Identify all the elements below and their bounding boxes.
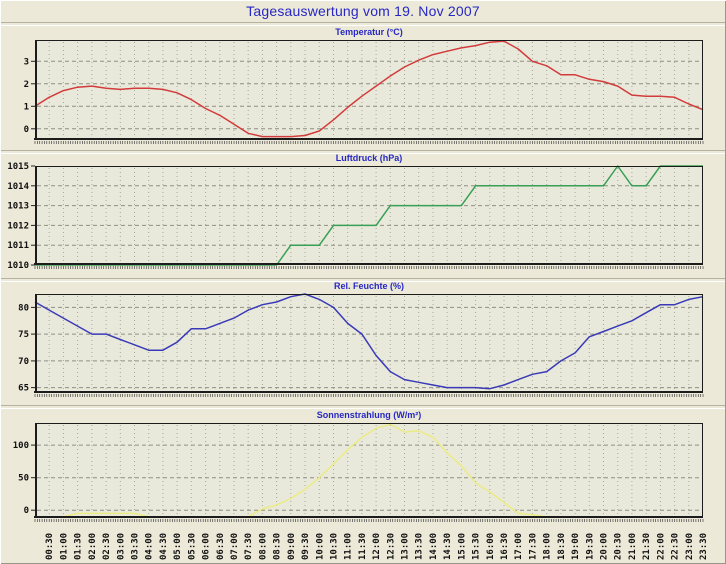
y-axis-tick-label: 2	[24, 80, 29, 90]
x-axis-tick-label: 22:30	[671, 533, 681, 560]
y-axis-tick-label: 1013	[7, 202, 29, 212]
chart-title-pressure: Luftdruck (hPa)	[335, 153, 403, 163]
solar-radiation-chart: 0 50 100	[13, 423, 704, 522]
x-axis-tick-label: 01:00	[59, 533, 69, 560]
x-axis-tick-label: 12:00	[372, 533, 382, 560]
x-axis-tick-label: 11:30	[358, 533, 368, 560]
horizontal-gridlines	[37, 306, 701, 389]
minor-tick-comb	[34, 394, 704, 397]
x-axis-tick-label: 15:30	[472, 533, 482, 560]
x-axis-tick-label: 06:30	[216, 533, 226, 560]
x-axis-tick-label: 04:00	[145, 533, 155, 560]
x-axis-tick-label: 10:00	[315, 533, 325, 560]
y-axis-tick-label: 1011	[7, 241, 29, 251]
y-axis-tick-label: 50	[18, 474, 29, 484]
x-axis-tick-label: 02:30	[102, 533, 112, 560]
x-axis-tick-label: 20:30	[614, 533, 624, 560]
page-title: Tagesauswertung vom 19. Nov 2007	[246, 3, 480, 19]
y-axis-tick-label: 80	[18, 303, 29, 313]
separator	[1, 22, 725, 26]
y-axis-tick-label: 70	[18, 357, 29, 367]
x-axis-tick-label: 16:00	[486, 533, 496, 560]
y-axis-tick-label: 0	[24, 506, 29, 516]
x-axis-tick-label: 23:30	[699, 533, 709, 560]
horizontal-gridlines	[37, 60, 701, 130]
x-axis-tick-label: 03:30	[131, 533, 141, 560]
x-axis-tick-label: 13:30	[415, 533, 425, 560]
x-axis-tick-label: 06:00	[202, 533, 212, 560]
x-axis-tick-label: 14:00	[429, 533, 439, 560]
x-axis-tick-label: 00:30	[45, 533, 55, 560]
y-axis-tick-label: 0	[24, 125, 29, 135]
x-axis-tick-label: 21:00	[628, 533, 638, 560]
pressure-chart: 1010 1011 1012 1013 1014 1015	[7, 162, 704, 271]
x-axis-tick-label: 07:30	[244, 533, 254, 560]
humidity-chart: 65 70 75 80	[18, 293, 704, 397]
x-axis-tick-label: 20:00	[600, 533, 610, 560]
y-axis-tick-label: 1	[24, 102, 29, 112]
temperature-line	[34, 40, 704, 138]
horizontal-gridlines	[37, 444, 701, 511]
x-axis-tick-label: 05:00	[173, 533, 183, 560]
separator	[1, 150, 725, 154]
y-axis-tick-label: 1015	[7, 162, 29, 172]
y-axis-tick-label: 1010	[7, 261, 29, 271]
x-axis-tick-label: 09:00	[287, 533, 297, 560]
chart-title-solar-radiation: Sonnenstrahlung (W/m²)	[316, 410, 422, 420]
x-axis-tick-label: 13:00	[401, 533, 411, 560]
separator	[1, 278, 725, 282]
x-axis-tick-label: 17:00	[514, 533, 524, 560]
y-axis-tick-label: 3	[24, 57, 29, 67]
y-axis-tick-label: 100	[13, 441, 29, 451]
x-axis-tick-label: 17:30	[528, 533, 538, 560]
x-axis-tick-label: 22:00	[656, 533, 666, 560]
x-axis-tick-label: 09:30	[301, 533, 311, 560]
x-axis-tick-label: 14:30	[443, 533, 453, 560]
x-axis-tick-label: 08:30	[273, 533, 283, 560]
x-axis-tick-label: 05:30	[187, 533, 197, 560]
y-axis-tick-label: 1014	[7, 182, 29, 192]
x-axis-tick-label: 15:00	[457, 533, 467, 560]
x-axis-tick-label: 21:30	[642, 533, 652, 560]
x-axis-tick-label: 01:30	[74, 533, 84, 560]
x-axis-tick-label: 16:30	[500, 533, 510, 560]
separator	[1, 405, 725, 409]
x-axis-tick-label: 19:00	[571, 533, 581, 560]
y-axis-tick-label: 75	[18, 330, 29, 340]
temperature-chart: 0 1 2 3	[24, 40, 704, 144]
x-axis-tick-label: 03:00	[116, 533, 126, 560]
humidity-line	[34, 293, 704, 390]
x-axis-tick-label: 02:00	[88, 533, 98, 560]
x-axis-tick-label: 23:00	[685, 533, 695, 560]
y-axis-tick-label: 1012	[7, 221, 29, 231]
minor-tick-comb	[34, 141, 704, 144]
x-axis-tick-label: 08:00	[258, 533, 268, 560]
x-axis-tick-label: 04:30	[159, 533, 169, 560]
minor-tick-comb	[34, 266, 704, 269]
x-axis-tick-label: 11:00	[344, 533, 354, 560]
x-axis-tick-label: 18:30	[557, 533, 567, 560]
chart-title-humidity: Rel. Feuchte (%)	[333, 281, 404, 291]
chart-title-temperature: Temperatur (°C)	[335, 27, 403, 37]
x-axis-tick-label: 07:00	[230, 533, 240, 560]
x-axis-tick-label: 18:00	[543, 533, 553, 560]
minor-tick-comb	[34, 519, 704, 522]
y-axis-tick-label: 65	[18, 384, 29, 394]
x-axis-tick-label: 12:30	[386, 533, 396, 560]
x-axis-tick-label: 10:30	[330, 533, 340, 560]
x-axis-tick-label: 19:30	[585, 533, 595, 560]
